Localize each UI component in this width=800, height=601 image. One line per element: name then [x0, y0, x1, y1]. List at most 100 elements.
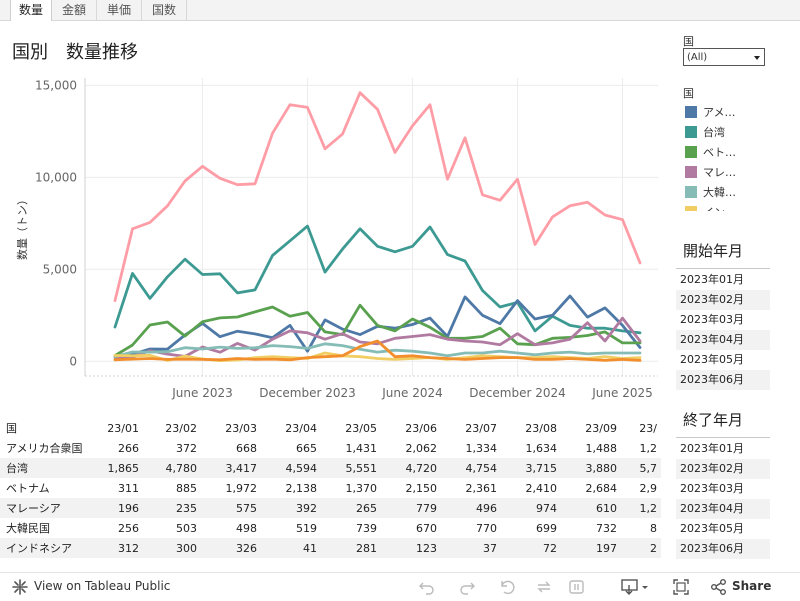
- table-cell[interactable]: 72: [501, 538, 561, 558]
- table-cell[interactable]: 123: [381, 538, 441, 558]
- start-month-item[interactable]: 2023年02月: [676, 290, 770, 310]
- view-on-tableau-link[interactable]: View on Tableau Public: [34, 579, 171, 593]
- column-header[interactable]: 23/01: [107, 421, 139, 435]
- fullscreen-icon[interactable]: [672, 578, 690, 596]
- table-cell[interactable]: 5,7: [621, 458, 661, 478]
- refresh-icon[interactable]: [535, 578, 553, 596]
- table-cell[interactable]: 699: [536, 521, 557, 535]
- start-month-item[interactable]: 2023年06月: [676, 370, 770, 390]
- table-cell[interactable]: 3,715: [501, 458, 561, 478]
- share-button[interactable]: Share: [732, 579, 772, 593]
- table-cell[interactable]: 2,062: [405, 441, 438, 455]
- tab-unit-price[interactable]: 単価: [97, 0, 142, 20]
- table-cell[interactable]: 519: [296, 521, 317, 535]
- table-cell[interactable]: 665: [296, 441, 317, 455]
- table-cell[interactable]: 739: [356, 521, 377, 535]
- table-cell[interactable]: 668: [236, 441, 257, 455]
- table-cell[interactable]: 311: [118, 481, 139, 495]
- table-cell[interactable]: 770: [476, 521, 497, 535]
- end-month-item[interactable]: 2023年02月: [676, 459, 770, 479]
- tab-country-count[interactable]: 国数: [142, 0, 187, 20]
- table-cell[interactable]: 300: [143, 538, 201, 558]
- redo-icon[interactable]: [458, 578, 476, 596]
- table-cell[interactable]: 1,634: [525, 441, 558, 455]
- share-icon[interactable]: [710, 578, 728, 596]
- table-cell[interactable]: 2,361: [465, 481, 498, 495]
- table-cell[interactable]: 281: [321, 538, 381, 558]
- undo-icon[interactable]: [418, 578, 436, 596]
- table-cell[interactable]: 1,370: [345, 481, 378, 495]
- table-cell[interactable]: 885: [176, 481, 197, 495]
- table-cell[interactable]: 3,417: [201, 458, 261, 478]
- table-cell[interactable]: 3,880: [561, 458, 621, 478]
- table-cell[interactable]: 2: [621, 538, 661, 558]
- table-cell[interactable]: 610: [561, 498, 621, 518]
- table-cell[interactable]: 732: [596, 521, 617, 535]
- row-header[interactable]: アメリカ合衆国: [6, 442, 83, 455]
- legend-item[interactable]: アメ…: [683, 103, 783, 123]
- row-header[interactable]: ベトナム: [6, 482, 50, 495]
- table-cell[interactable]: 196: [85, 498, 143, 518]
- table-cell[interactable]: 4,780: [143, 458, 201, 478]
- end-month-item[interactable]: 2023年04月: [676, 499, 770, 519]
- table-cell[interactable]: 4,754: [441, 458, 501, 478]
- table-cell[interactable]: 235: [143, 498, 201, 518]
- table-cell[interactable]: 2,138: [285, 481, 318, 495]
- table-cell[interactable]: 1,972: [225, 481, 258, 495]
- end-month-item[interactable]: 2023年01月: [680, 442, 744, 455]
- column-header[interactable]: 23/05: [345, 421, 377, 435]
- revert-icon[interactable]: [498, 578, 516, 596]
- row-header[interactable]: 大韓民国: [6, 522, 50, 535]
- tab-amount[interactable]: 金額: [52, 0, 97, 20]
- column-header[interactable]: 23/08: [525, 421, 557, 435]
- end-month-item[interactable]: 2023年05月: [680, 522, 744, 535]
- table-cell[interactable]: 2,9: [639, 481, 658, 495]
- table-cell[interactable]: 2,150: [405, 481, 438, 495]
- start-month-item[interactable]: 2023年03月: [680, 313, 744, 326]
- table-cell[interactable]: 41: [261, 538, 321, 558]
- end-month-item[interactable]: 2023年03月: [680, 482, 744, 495]
- country-filter-dropdown[interactable]: (All): [683, 48, 765, 66]
- table-cell[interactable]: 779: [381, 498, 441, 518]
- row-header[interactable]: マレーシア: [0, 498, 85, 518]
- table-cell[interactable]: 974: [501, 498, 561, 518]
- table-cell[interactable]: 1,865: [85, 458, 143, 478]
- table-cell[interactable]: 312: [85, 538, 143, 558]
- table-cell[interactable]: 37: [441, 538, 501, 558]
- column-header[interactable]: 23/04: [285, 421, 317, 435]
- start-month-item[interactable]: 2023年04月: [676, 330, 770, 350]
- legend-item[interactable]: マレ…: [683, 163, 783, 183]
- table-cell[interactable]: 498: [236, 521, 257, 535]
- table-cell[interactable]: 392: [261, 498, 321, 518]
- column-header[interactable]: 23/07: [465, 421, 497, 435]
- column-header[interactable]: 23/02: [165, 421, 197, 435]
- table-cell[interactable]: 266: [118, 441, 139, 455]
- table-cell[interactable]: 4,720: [381, 458, 441, 478]
- table-cell[interactable]: 326: [201, 538, 261, 558]
- table-cell[interactable]: 503: [176, 521, 197, 535]
- table-cell[interactable]: 4,594: [261, 458, 321, 478]
- start-month-item[interactable]: 2023年01月: [680, 273, 744, 286]
- table-cell[interactable]: 256: [118, 521, 139, 535]
- column-header[interactable]: 23/09: [585, 421, 617, 435]
- download-icon[interactable]: [620, 578, 652, 596]
- row-header[interactable]: インドネシア: [0, 538, 85, 558]
- table-cell[interactable]: 496: [441, 498, 501, 518]
- table-cell[interactable]: 2,410: [525, 481, 558, 495]
- line-chart[interactable]: 0 5,000 10,000 15,000 数量（トン） June 2023 Decembe…: [0, 70, 670, 405]
- table-cell[interactable]: 1,334: [465, 441, 498, 455]
- table-cell[interactable]: 5,551: [321, 458, 381, 478]
- tab-quantity[interactable]: 数量: [10, 0, 52, 21]
- table-cell[interactable]: 1,488: [585, 441, 618, 455]
- table-cell[interactable]: 265: [321, 498, 381, 518]
- column-header[interactable]: 23/06: [405, 421, 437, 435]
- table-cell[interactable]: 197: [561, 538, 621, 558]
- table-cell[interactable]: 670: [416, 521, 437, 535]
- table-cell[interactable]: 372: [176, 441, 197, 455]
- legend-item[interactable]: 台湾: [683, 123, 783, 143]
- end-month-item[interactable]: 2023年06月: [676, 539, 770, 559]
- table-cell[interactable]: 1,431: [345, 441, 378, 455]
- row-header[interactable]: 台湾: [0, 458, 85, 478]
- legend-item[interactable]: イン…: [683, 203, 783, 211]
- legend-item[interactable]: ベト…: [683, 143, 783, 163]
